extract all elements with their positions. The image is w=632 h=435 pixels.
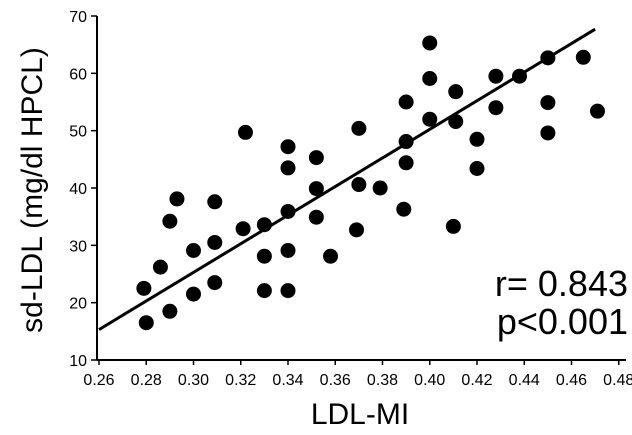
y-tick-label: 50: [69, 124, 87, 141]
data-point: [256, 217, 272, 233]
y-tick-label: 60: [69, 66, 87, 83]
data-point: [186, 242, 201, 258]
data-point: [152, 259, 168, 275]
data-point: [136, 280, 152, 296]
data-point: [207, 194, 223, 210]
y-tick-label: 10: [69, 353, 87, 370]
data-point: [398, 94, 414, 110]
data-point: [308, 181, 324, 197]
data-point: [235, 221, 251, 237]
data-point: [280, 204, 296, 220]
data-point: [349, 222, 365, 238]
data-point: [237, 124, 253, 140]
x-tick-label: 0.34: [272, 372, 303, 389]
data-point: [445, 218, 461, 234]
data-point: [351, 120, 367, 136]
data-point: [422, 35, 438, 51]
data-point: [308, 209, 324, 225]
y-tick-label: 30: [69, 238, 87, 255]
data-point: [169, 191, 185, 207]
y-axis-title: sd-LDL (mg/dl HPCL): [16, 47, 49, 333]
data-point: [488, 100, 504, 116]
data-point: [448, 113, 464, 129]
data-point: [256, 248, 272, 264]
data-point: [398, 134, 414, 150]
data-point: [280, 283, 296, 299]
data-point: [372, 180, 388, 196]
y-tick-label: 40: [69, 181, 87, 198]
data-points: [136, 35, 605, 331]
data-point: [256, 283, 272, 299]
data-point: [469, 131, 485, 147]
data-point: [589, 103, 605, 119]
trendline: [98, 27, 596, 331]
p-value-label: p<0.001: [497, 301, 628, 342]
data-point: [323, 248, 339, 264]
x-tick-label: 0.40: [414, 372, 445, 389]
data-point: [575, 49, 591, 65]
correlation-label: r= 0.843: [495, 263, 628, 304]
x-axis-title: LDL-MI: [311, 398, 409, 431]
x-tick-label: 0.38: [367, 372, 398, 389]
data-point: [469, 161, 485, 177]
x-tick-label: 0.30: [178, 372, 209, 389]
y-ticks: 10 20 30 40 50 60 70: [69, 9, 97, 370]
x-tick-label: 0.32: [225, 372, 256, 389]
x-tick-label: 0.46: [556, 372, 587, 389]
x-tick-label: 0.42: [461, 372, 492, 389]
data-point: [162, 303, 178, 319]
data-point: [422, 70, 438, 86]
x-tick-label: 0.28: [131, 372, 162, 389]
x-tick-label: 0.36: [320, 372, 351, 389]
data-point: [398, 155, 414, 171]
data-point: [207, 275, 223, 291]
data-point: [351, 177, 367, 193]
data-point: [308, 150, 324, 166]
y-tick-label: 70: [69, 9, 87, 26]
x-ticks: 0.26 0.28 0.30 0.32 0.34 0.36 0.38 0.40 0.42 0.44…: [83, 360, 632, 389]
data-point: [280, 242, 296, 258]
data-point: [448, 84, 464, 100]
data-point: [138, 315, 154, 331]
data-point: [396, 201, 412, 217]
x-tick-label: 0.26: [83, 372, 114, 389]
data-point: [186, 286, 201, 302]
x-tick-label: 0.44: [509, 372, 540, 389]
data-point: [540, 95, 556, 111]
data-point: [280, 139, 296, 155]
data-point: [280, 160, 296, 176]
data-point: [207, 234, 223, 250]
data-point: [422, 111, 438, 127]
data-point: [488, 68, 504, 84]
data-point: [540, 50, 556, 66]
data-point: [162, 213, 178, 229]
data-point: [512, 68, 528, 84]
x-tick-label: 0.48: [603, 372, 632, 389]
y-tick-label: 20: [69, 296, 87, 313]
data-point: [540, 125, 556, 141]
